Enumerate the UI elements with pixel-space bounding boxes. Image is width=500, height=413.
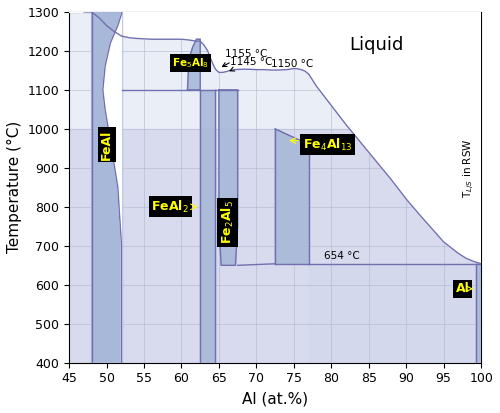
Polygon shape — [275, 129, 309, 264]
Polygon shape — [92, 12, 122, 363]
Text: 1145 °C: 1145 °C — [230, 57, 272, 71]
Polygon shape — [200, 90, 215, 363]
Polygon shape — [219, 90, 238, 265]
Text: 654 °C: 654 °C — [324, 252, 360, 261]
Text: Fe$_5$Al$_8$: Fe$_5$Al$_8$ — [172, 56, 209, 69]
Text: 1155 °C: 1155 °C — [222, 49, 268, 66]
Polygon shape — [188, 39, 200, 90]
Polygon shape — [69, 12, 481, 363]
Text: Liquid: Liquid — [349, 36, 404, 54]
Text: Fe$_2$Al$_5$: Fe$_2$Al$_5$ — [220, 200, 236, 244]
Text: Fe$_4$Al$_{13}$: Fe$_4$Al$_{13}$ — [303, 136, 352, 152]
Text: FeAl: FeAl — [100, 129, 113, 159]
X-axis label: Al (at.%): Al (at.%) — [242, 391, 308, 406]
Polygon shape — [103, 12, 122, 363]
Y-axis label: Temperature (°C): Temperature (°C) — [7, 121, 22, 254]
Polygon shape — [92, 12, 122, 363]
Polygon shape — [69, 12, 481, 264]
Text: T$_{L/S}$ in RSW: T$_{L/S}$ in RSW — [462, 138, 477, 198]
Text: FeAl$_2$: FeAl$_2$ — [152, 199, 189, 215]
Polygon shape — [309, 264, 481, 363]
Text: Al: Al — [456, 282, 469, 295]
Polygon shape — [476, 264, 481, 363]
Polygon shape — [69, 129, 481, 363]
Text: 1150 °C: 1150 °C — [272, 59, 314, 69]
